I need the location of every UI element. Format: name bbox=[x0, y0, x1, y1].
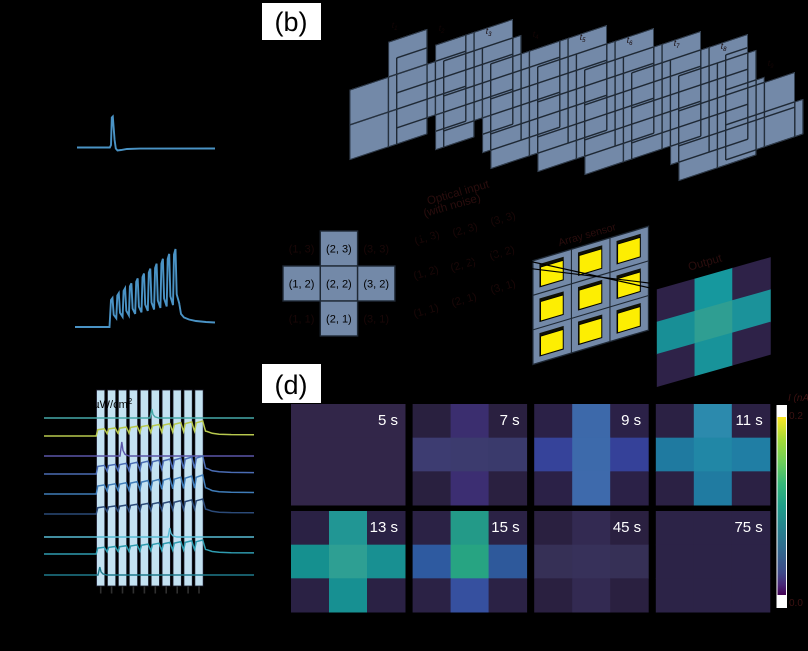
svg-text:(3, 2): (3, 2) bbox=[363, 279, 389, 291]
svg-text:t2: t2 bbox=[439, 23, 445, 35]
svg-text:9 s: 9 s bbox=[621, 412, 641, 429]
svg-text:t3: t3 bbox=[486, 26, 492, 38]
svg-text:0.2: 0.2 bbox=[789, 411, 803, 422]
svg-text:(2, 3): (2, 3) bbox=[326, 244, 352, 256]
svg-text:t9: t9 bbox=[768, 58, 774, 70]
svg-text:(1, 3): (1, 3) bbox=[289, 244, 315, 256]
svg-text:(d): (d) bbox=[275, 370, 308, 400]
svg-text:(b): (b) bbox=[275, 7, 308, 37]
svg-text:(2, 1): (2, 1) bbox=[326, 314, 352, 326]
svg-text:t8: t8 bbox=[721, 41, 727, 53]
svg-text:0.0: 0.0 bbox=[789, 598, 803, 609]
svg-text:t5: t5 bbox=[580, 32, 586, 44]
svg-text:7 s: 7 s bbox=[500, 412, 520, 429]
svg-text:(3, 3): (3, 3) bbox=[363, 244, 389, 256]
svg-text:75 s: 75 s bbox=[734, 519, 762, 536]
svg-text:45 s: 45 s bbox=[613, 519, 641, 536]
svg-text:t1: t1 bbox=[392, 20, 398, 32]
svg-text:t7: t7 bbox=[674, 38, 680, 50]
svg-text:15 s: 15 s bbox=[491, 519, 519, 536]
svg-text:13 s: 13 s bbox=[370, 519, 398, 536]
svg-text:t4: t4 bbox=[533, 29, 539, 41]
svg-text:(1, 2): (1, 2) bbox=[289, 279, 315, 291]
svg-text:(1, 1): (1, 1) bbox=[289, 314, 315, 326]
svg-text:5 s: 5 s bbox=[378, 412, 398, 429]
svg-text:(2, 2): (2, 2) bbox=[326, 279, 352, 291]
svg-text:(3, 1): (3, 1) bbox=[363, 314, 389, 326]
svg-text:10 µW/cm2: 10 µW/cm2 bbox=[78, 397, 133, 411]
svg-text:t6: t6 bbox=[627, 35, 633, 47]
svg-text:I (nA): I (nA) bbox=[788, 393, 808, 404]
svg-text:11 s: 11 s bbox=[736, 412, 763, 429]
